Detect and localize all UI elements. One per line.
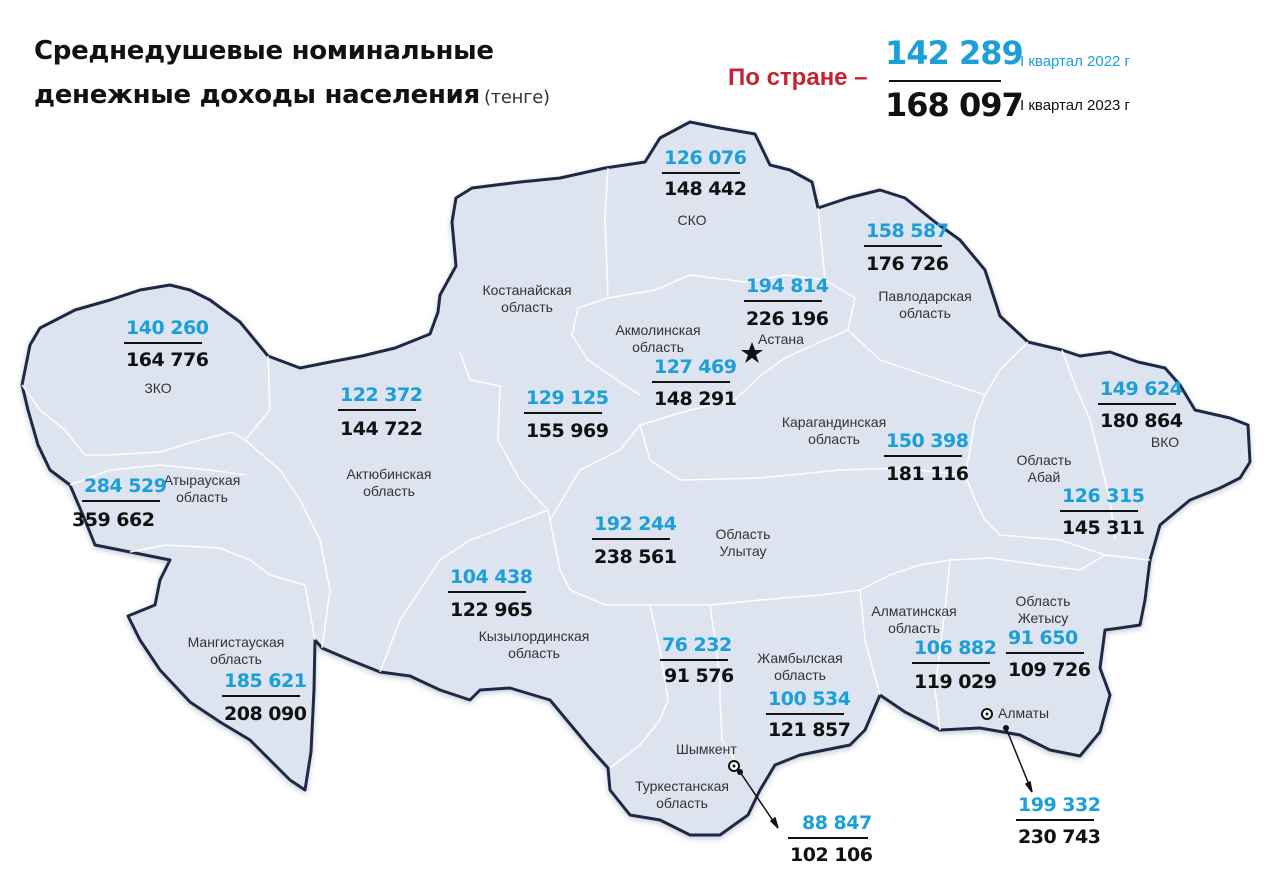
value-2022-akmola: 127 469 <box>654 356 737 378</box>
value-2022-pavlodar: 158 587 <box>866 220 949 242</box>
fraction-line-atyrau <box>82 500 160 502</box>
region-name-vko: ВКО <box>1150 434 1180 450</box>
value-2022-zko: 140 260 <box>126 317 209 339</box>
city-name-astana: Астана <box>758 331 804 347</box>
fraction-line-astana <box>744 300 822 302</box>
region-name-pavlodar: Павлодарская область <box>878 288 972 321</box>
region-name-abay: Область Абай <box>1016 452 1072 485</box>
fraction-line-aktobe <box>338 409 416 411</box>
city-name-shymkent: Шымкент <box>676 741 737 757</box>
fraction-line-zhambyl <box>766 713 844 715</box>
fraction-line-abay <box>1060 510 1138 512</box>
fraction-line-zhetysu <box>1006 652 1084 654</box>
fraction-line-ulytau <box>592 538 670 540</box>
value-2023-vko: 180 864 <box>1100 410 1183 432</box>
value-2022-karaganda: 150 398 <box>886 430 969 452</box>
country-value-2022: 142 289 <box>885 34 1024 72</box>
value-2023-atyrau: 359 662 <box>72 509 155 531</box>
region-name-mangystau: Мангистауская область <box>187 634 285 667</box>
astana-star-icon <box>741 342 763 363</box>
value-2023-zhambyl: 121 857 <box>768 719 851 741</box>
fraction-line-vko <box>1098 403 1176 405</box>
fraction-line-kostanay <box>524 412 602 414</box>
value-2022-zhambyl: 100 534 <box>768 688 851 710</box>
fraction-line-akmola <box>652 381 730 383</box>
period-2023: I квартал 2023 г <box>1020 97 1131 114</box>
value-2023-abay: 145 311 <box>1062 517 1145 539</box>
country-value-2023: 168 097 <box>885 86 1024 124</box>
value-2023-mangystau: 208 090 <box>224 703 307 725</box>
value-2022-sko: 126 076 <box>664 147 747 169</box>
value-2023-aktobe: 144 722 <box>340 418 423 440</box>
value-2022-astana: 194 814 <box>746 275 829 297</box>
value-2023-karaganda: 181 116 <box>886 463 969 485</box>
region-name-almaty-obl: Алматинская область <box>871 603 957 636</box>
page-title-line1: Среднедушевые номинальные <box>34 36 494 66</box>
value-2022-ulytau: 192 244 <box>594 513 677 535</box>
value-2023-almaty-obl: 119 029 <box>914 671 997 693</box>
region-borders <box>21 167 1151 769</box>
region-name-aktobe: Актюбинская область <box>346 466 432 499</box>
value-2022-mangystau: 185 621 <box>224 670 307 692</box>
country-fraction-line <box>889 80 1001 82</box>
city-name-almaty: Алматы <box>998 705 1050 721</box>
region-name-karaganda: Карагандинская область <box>781 414 887 447</box>
fraction-line-karaganda <box>884 455 962 457</box>
value-2023-zko: 164 776 <box>126 349 209 371</box>
page-title-line2: денежные доходы населения (тенге) <box>34 80 550 110</box>
region-name-atyrau: Атырауская область <box>163 472 241 505</box>
region-name-ulytau: Область Улытау <box>715 526 771 559</box>
fraction-line-pavlodar <box>864 245 942 247</box>
fraction-line-almaty-city <box>1016 819 1094 821</box>
value-2023-sko: 148 442 <box>664 178 747 200</box>
value-2023-astana: 226 196 <box>746 308 829 330</box>
value-2023-kyzylorda: 122 965 <box>450 599 533 621</box>
value-2022-almaty-obl: 106 882 <box>914 637 997 659</box>
region-name-zhambyl: Жамбылская область <box>757 650 843 683</box>
value-2023-almaty-city: 230 743 <box>1018 826 1101 848</box>
value-2022-atyrau: 284 529 <box>84 475 167 497</box>
region-name-turkestan: Туркестанская область <box>634 778 730 811</box>
country-outline <box>20 120 1252 837</box>
value-2022-kostanay: 129 125 <box>526 387 609 409</box>
region-name-kostanay: Костанайская область <box>482 282 572 315</box>
value-2022-vko: 149 624 <box>1100 378 1183 400</box>
region-name-akmola: Акмолинская область <box>615 322 701 355</box>
value-2022-kyzylorda: 104 438 <box>450 566 533 588</box>
region-name-kyzylorda: Кызылординская область <box>478 628 590 661</box>
fraction-line-zko <box>124 342 202 344</box>
value-2023-kostanay: 155 969 <box>526 420 609 442</box>
value-2022-abay: 126 315 <box>1062 485 1145 507</box>
value-2022-zhetysu: 91 650 <box>1008 627 1078 649</box>
fraction-line-mangystau <box>222 695 300 697</box>
value-2023-pavlodar: 176 726 <box>866 253 949 275</box>
value-2022-almaty-city: 199 332 <box>1018 794 1101 816</box>
pointer-lines <box>739 727 1033 829</box>
unit-label: (тенге) <box>483 87 550 108</box>
fraction-line-shymkent <box>788 837 868 839</box>
value-2023-zhetysu: 109 726 <box>1008 659 1091 681</box>
value-2023-turkestan: 91 576 <box>664 665 734 687</box>
value-2022-shymkent: 88 847 <box>802 812 872 834</box>
region-name-zhetysu: Область Жетысу <box>1015 593 1071 626</box>
region-name-sko: СКО <box>677 212 707 228</box>
value-2023-akmola: 148 291 <box>654 388 737 410</box>
fraction-line-almaty-obl <box>912 662 990 664</box>
value-2023-ulytau: 238 561 <box>594 546 677 568</box>
fraction-line-sko <box>662 172 740 174</box>
value-2023-shymkent: 102 106 <box>790 844 873 866</box>
city-markers <box>728 342 1009 775</box>
region-name-zko: ЗКО <box>144 380 172 396</box>
fraction-line-kyzylorda <box>448 591 526 593</box>
value-2022-turkestan: 76 232 <box>662 634 732 656</box>
value-2022-aktobe: 122 372 <box>340 384 423 406</box>
country-label: По стране – <box>728 64 868 91</box>
period-2022: I квартал 2022 г <box>1020 53 1131 70</box>
fraction-line-turkestan <box>660 659 728 661</box>
